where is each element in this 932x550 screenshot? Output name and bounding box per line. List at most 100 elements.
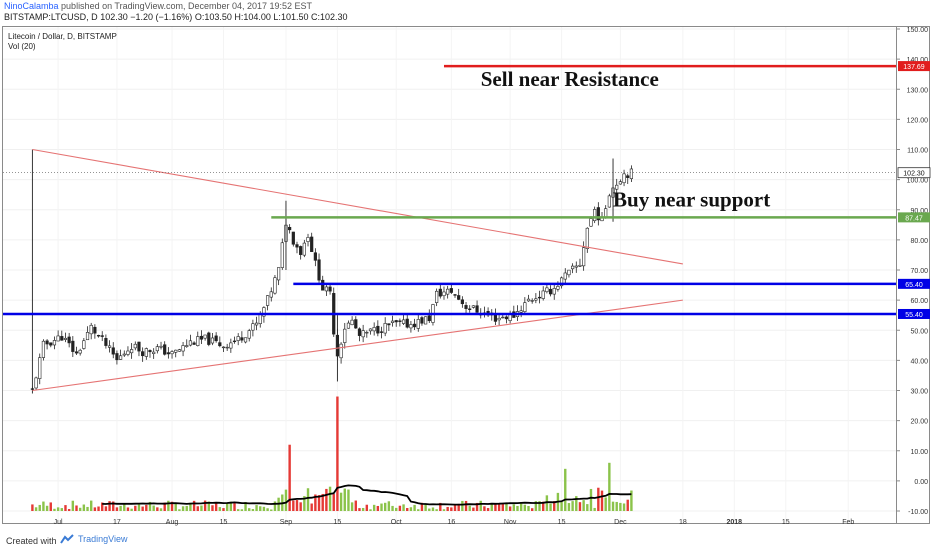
volume-bar — [361, 507, 365, 511]
price-change: −1.20 (−1.16%) — [130, 12, 193, 22]
candle-body — [299, 246, 303, 255]
volume-bar — [167, 500, 170, 511]
volume-bar — [292, 500, 295, 511]
volume-bar — [347, 489, 350, 511]
candle-body — [460, 299, 464, 305]
candle-body — [60, 336, 64, 341]
candle-body — [288, 226, 292, 231]
candle-body — [501, 316, 505, 319]
candle-body — [394, 320, 398, 323]
candle-body — [401, 319, 406, 324]
candle-body — [578, 264, 582, 267]
candle-body — [548, 288, 553, 295]
author-link[interactable]: NinoCalamba — [4, 1, 59, 11]
volume-bar — [328, 486, 332, 511]
volume-bar — [185, 505, 188, 511]
candle-body — [196, 336, 200, 346]
candle-body — [372, 327, 376, 332]
volume-bar — [112, 501, 115, 511]
volume-bar — [383, 502, 387, 511]
time-tick-label: Feb — [842, 519, 854, 526]
time-tick-label: 2018 — [727, 519, 743, 526]
price-tick-label: 80.00 — [910, 238, 928, 245]
volume-bar — [505, 503, 508, 511]
price-tick-label: 110.00 — [907, 148, 928, 155]
volume-bar — [343, 488, 346, 511]
candle-body — [63, 337, 68, 340]
volume-bar — [196, 506, 199, 511]
candle-body — [155, 346, 159, 352]
chart-annotation: Buy near support — [613, 188, 770, 212]
candle-body — [317, 259, 321, 281]
volume-bar — [446, 506, 449, 511]
volume-bar — [450, 507, 453, 511]
volume-bar — [490, 503, 493, 511]
volume-bar — [350, 502, 354, 511]
candle-body — [449, 288, 453, 293]
volume-bar — [310, 503, 313, 511]
candle-body — [409, 324, 413, 329]
volume-bar — [38, 504, 41, 511]
volume-bar — [321, 493, 324, 511]
tradingview-brand[interactable]: TradingView — [60, 534, 128, 544]
candle-body — [181, 345, 185, 352]
price-axis[interactable] — [897, 26, 930, 524]
candle-body — [464, 305, 468, 309]
candle-body — [174, 349, 178, 353]
header: NinoCalamba published on TradingView.com… — [0, 0, 932, 24]
high-label: H: — [234, 12, 244, 22]
candle-body — [221, 346, 226, 349]
candle-body — [504, 316, 509, 320]
chart-pane[interactable] — [2, 26, 897, 524]
volume-bar — [453, 505, 457, 511]
volume-bar — [64, 505, 67, 511]
high-value: 104.00 — [243, 12, 271, 22]
price-tick-label: 90.00 — [910, 208, 928, 215]
low-value: 101.50 — [280, 12, 309, 22]
volume-bar — [214, 502, 218, 511]
price-tick-label: 40.00 — [910, 358, 928, 365]
candle-body — [567, 269, 571, 276]
candle-body — [457, 295, 461, 300]
volume-bar — [376, 505, 380, 511]
candle-body — [593, 209, 597, 222]
volume-bar — [270, 509, 273, 511]
volume-bar — [600, 490, 604, 511]
candle-body — [82, 340, 86, 349]
volume-bar — [512, 504, 516, 511]
volume-bar — [60, 508, 63, 511]
volume-bar — [593, 507, 596, 511]
candle-body — [629, 168, 634, 179]
candle-body — [365, 331, 369, 334]
candle-body — [177, 349, 181, 352]
volume-bar — [597, 487, 600, 511]
volume-bar — [494, 503, 497, 511]
tradingview-brand-label: TradingView — [78, 534, 128, 544]
candle-body — [379, 331, 384, 333]
volume-bar — [380, 503, 383, 511]
volume-bar — [398, 505, 402, 511]
candle-body — [166, 352, 170, 355]
candle-body — [251, 323, 255, 331]
volume-bar — [387, 501, 391, 511]
candle-body — [622, 173, 626, 184]
volume-bar — [413, 504, 416, 511]
candle-body — [107, 345, 112, 348]
volume-bar — [530, 508, 534, 511]
candle-body — [41, 340, 46, 358]
candle-body — [424, 316, 428, 325]
candle-body — [104, 338, 108, 346]
volume-bar — [82, 504, 86, 511]
volume-bar — [314, 494, 317, 511]
candle-body — [442, 291, 446, 297]
volume-bar — [479, 500, 482, 511]
candle-body — [74, 351, 79, 354]
volume-bar — [115, 507, 119, 511]
price-tick-label: 30.00 — [910, 389, 928, 396]
candle-body — [343, 328, 347, 343]
volume-bar — [508, 506, 512, 511]
candle-body — [585, 227, 589, 249]
volume-bar — [519, 502, 523, 511]
candle-body — [438, 288, 442, 297]
